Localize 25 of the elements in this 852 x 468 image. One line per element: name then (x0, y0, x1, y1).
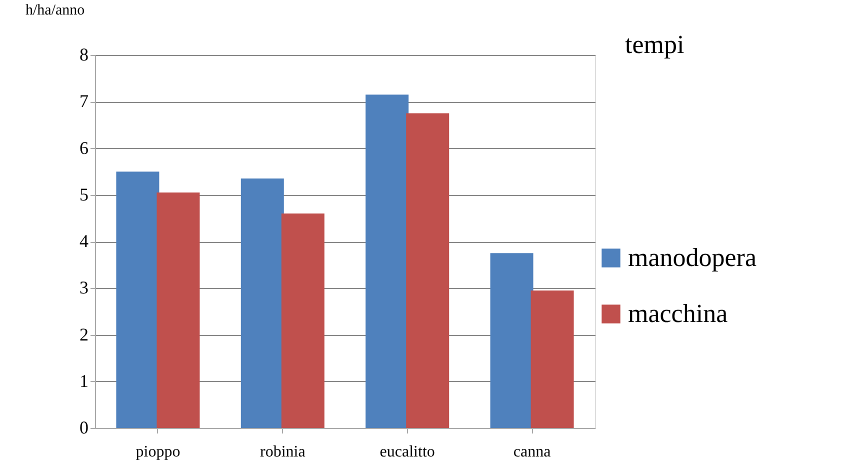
x-tick-label: canna (513, 444, 551, 460)
bar (240, 178, 284, 428)
bar (156, 192, 200, 428)
y-tick-label: 1 (80, 370, 88, 391)
y-tick-label: 0 (80, 418, 88, 438)
text: tempi (625, 30, 684, 59)
y-tick-label: 4 (80, 231, 88, 251)
x-tick-label: robinia (260, 444, 306, 460)
y-tick-label: 6 (80, 138, 88, 158)
y-tick-label: 3 (80, 278, 88, 298)
x-tick-label: eucalitto (380, 444, 435, 460)
y-tick-label: 8 (80, 44, 88, 64)
bar (281, 214, 324, 428)
bar (366, 94, 409, 428)
bar (116, 172, 160, 428)
legend-label: manodopera (628, 243, 757, 272)
bar (530, 290, 574, 428)
bar (406, 113, 450, 428)
bar (490, 253, 534, 428)
legend-label: macchina (628, 299, 728, 328)
y-axis-title: h/ha/anno (26, 2, 85, 18)
y-tick-label: 2 (80, 324, 88, 344)
x-tick-label: pioppo (136, 444, 180, 460)
y-tick-label: 5 (80, 184, 88, 204)
y-tick-label: 7 (80, 91, 88, 112)
